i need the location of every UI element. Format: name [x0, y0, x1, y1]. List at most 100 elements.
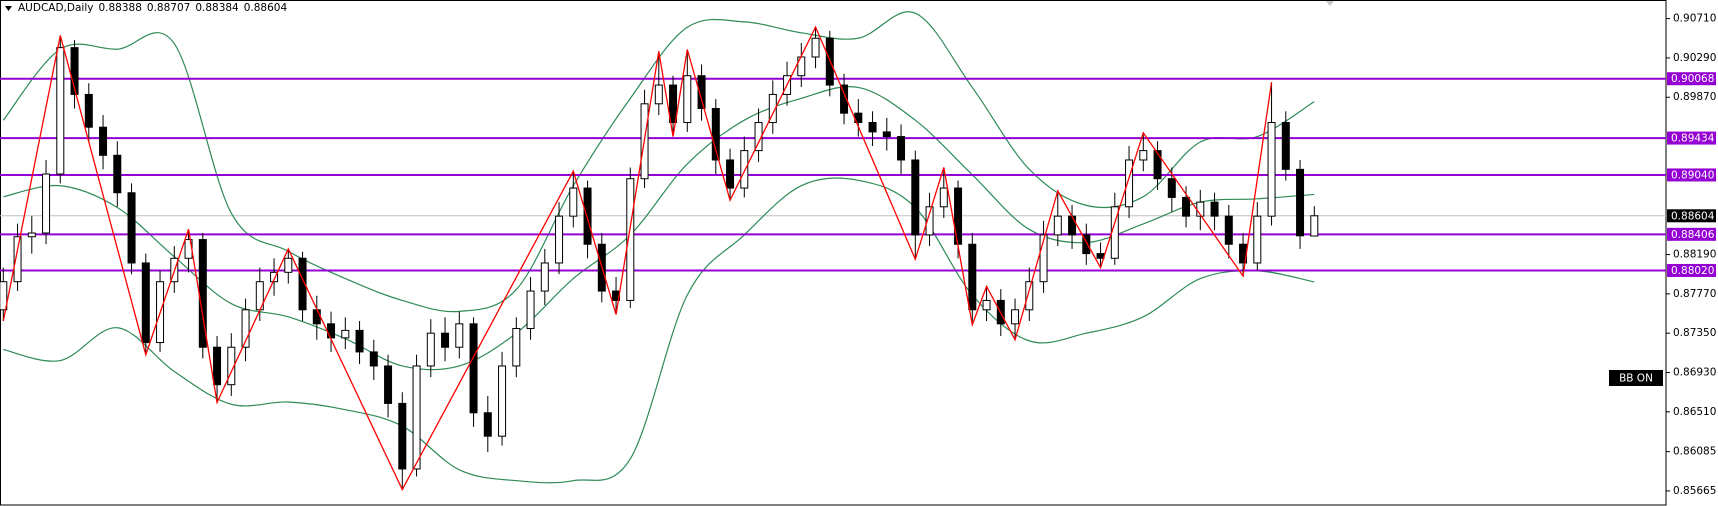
candle-body [1224, 215, 1233, 245]
candle-body [441, 332, 450, 348]
candle-body [1296, 168, 1305, 237]
candle-body [569, 187, 578, 217]
candle-body [1082, 234, 1091, 255]
candle-body [355, 329, 364, 353]
candle-body [483, 412, 492, 437]
candle-body [1025, 281, 1034, 311]
candle-body [56, 47, 65, 175]
candle-body [811, 37, 820, 58]
candle-body [312, 309, 321, 325]
candle-body [1096, 253, 1105, 259]
menu-arrow [5, 6, 12, 11]
y-tick-label: 0.87350 [1673, 327, 1716, 339]
close-value: 0.88604 [243, 2, 288, 14]
candle-body [298, 257, 307, 311]
candle-body [213, 346, 222, 386]
candle-body [1039, 234, 1048, 283]
y-tick-label: 0.86085 [1673, 446, 1716, 458]
candle-body [711, 107, 720, 161]
candle-body [1053, 215, 1062, 236]
candle-body [1167, 178, 1176, 198]
candle-body [27, 232, 36, 238]
level-label: 0.88020 [1671, 265, 1714, 277]
candle-body [540, 262, 549, 292]
candle-body [897, 136, 906, 161]
candle-body [1253, 215, 1262, 264]
candle-body [555, 215, 564, 264]
candle-body [369, 351, 378, 367]
candle-body [270, 271, 279, 283]
candle-body [113, 154, 122, 194]
candle-body [512, 328, 521, 367]
level-label-box [1667, 72, 1716, 86]
candle-body [284, 257, 293, 273]
candle-body [868, 122, 877, 133]
candle-body [1125, 159, 1134, 208]
candle-body [1281, 122, 1290, 170]
chart-header: AUDCAD,Daily 0.88388 0.88707 0.88384 0.8… [4, 2, 287, 14]
candle-body [469, 323, 478, 414]
candle-body [982, 299, 991, 311]
candle-body [1210, 201, 1219, 217]
candle-body [241, 309, 250, 348]
y-tick-label: 0.90290 [1673, 52, 1716, 64]
candle-body [412, 365, 421, 470]
candle-body [882, 131, 891, 138]
low-value: 0.88384 [195, 2, 239, 14]
candle-body [141, 262, 150, 344]
level-label: 0.89040 [1671, 169, 1714, 181]
indicator-label: BB ON [1619, 373, 1653, 385]
candle-body [626, 178, 635, 301]
candle-body [526, 290, 535, 330]
candle-body [84, 93, 93, 128]
candle-body [1068, 215, 1077, 236]
y-tick-label: 0.86510 [1673, 406, 1716, 418]
candle-body [1153, 150, 1162, 180]
candle-body [1011, 309, 1020, 325]
y-tick-label: 0.86930 [1673, 367, 1716, 379]
candle-body [669, 84, 678, 124]
zigzag-line [2, 25, 1273, 491]
candle-body [726, 159, 735, 189]
candle-body [697, 75, 706, 109]
candle-body [654, 84, 663, 105]
open-value: 0.88388 [98, 2, 142, 14]
candle-body [840, 84, 849, 114]
shift-marker [1326, 1, 1334, 6]
y-tick-label: 0.85665 [1673, 485, 1716, 497]
candle-body [968, 243, 977, 311]
candle-body [768, 93, 777, 124]
candle-body [911, 159, 920, 236]
candle-body [227, 346, 236, 386]
candle-body [939, 187, 948, 208]
level-label: 0.89434 [1671, 133, 1715, 145]
candle-body [455, 323, 464, 348]
candle-body [1310, 215, 1319, 237]
indicator-badge [1609, 370, 1663, 386]
candle-body [13, 236, 22, 283]
bollinger-band [2, 11, 1315, 313]
y-tick-label: 0.87770 [1673, 288, 1716, 300]
candle-body [70, 47, 79, 95]
y-tick-label: 0.89870 [1673, 91, 1716, 103]
candle-body [498, 365, 507, 437]
candle-body [583, 187, 592, 245]
bollinger-band [3, 177, 1315, 484]
candle-body [1139, 150, 1148, 161]
level-label-box [1667, 131, 1716, 145]
symbol: AUDCAD,Daily [18, 2, 94, 14]
candle-body [42, 173, 51, 234]
candle-body [341, 329, 350, 339]
y-tick-label: 0.88190 [1673, 249, 1716, 261]
candle-body [0, 281, 8, 311]
high-value: 0.88707 [146, 2, 191, 14]
candle-body [327, 323, 336, 339]
level-label-box [1667, 263, 1716, 277]
level-label: 0.88406 [1671, 229, 1715, 241]
candle-body [1182, 196, 1191, 217]
y-tick-label: 0.90710 [1673, 13, 1716, 25]
level-label: 0.90068 [1671, 73, 1714, 85]
level-label-box [1667, 227, 1716, 241]
